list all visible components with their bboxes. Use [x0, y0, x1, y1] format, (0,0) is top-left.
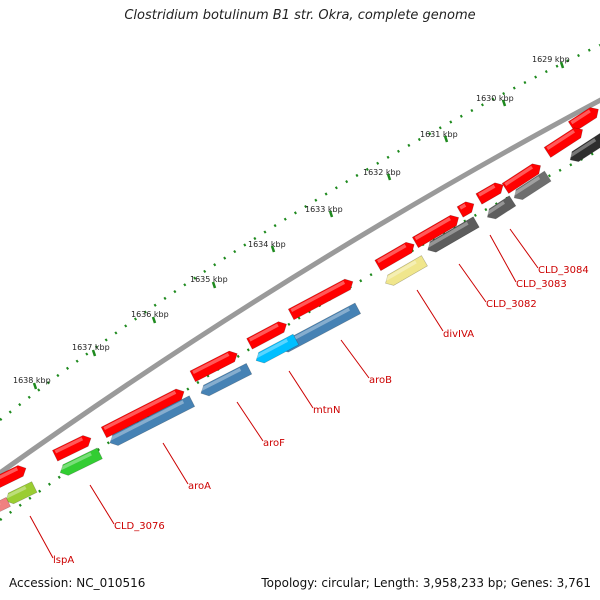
label-leader-line	[509, 228, 539, 269]
scale-ticks: 1629 kbp 1630 kbp 1631 kbp 1632 kbp 1633 kbp…	[0, 43, 600, 522]
reverse-feature	[255, 333, 300, 364]
reverse-feature	[569, 132, 600, 162]
label-leader-line	[340, 339, 370, 379]
label-leader-line	[29, 515, 54, 559]
reverse-feature	[513, 170, 552, 200]
gene-label: CLD_3082	[486, 299, 537, 310]
forward-feature	[456, 201, 475, 218]
label-leader-line	[288, 370, 314, 409]
reverse-feature	[200, 362, 253, 397]
scale-tick-label: 1632 kbp	[363, 168, 401, 177]
forward-feature	[501, 163, 541, 194]
forward-feature	[189, 350, 238, 383]
gene-label: aroB	[369, 375, 392, 386]
scale-tick-label: 1631 kbp	[420, 130, 458, 139]
forward-feature	[411, 214, 460, 249]
map-title: Clostridium botulinum B1 str. Okra, comp…	[124, 8, 476, 23]
forward-feature	[543, 127, 583, 158]
scale-tick-label: 1629 kbp	[532, 55, 570, 64]
forward-feature	[475, 182, 504, 205]
reverse-strand-features	[0, 132, 600, 513]
scale-tick-label: 1638 kbp	[13, 376, 51, 385]
scale-tick-label: 1635 kbp	[190, 275, 228, 284]
topology-summary: Topology: circular; Length: 3,958,233 bp…	[261, 576, 591, 590]
forward-feature	[287, 278, 354, 321]
scale-tick-label: 1634 kbp	[248, 240, 286, 249]
label-leader-line	[236, 401, 264, 442]
genome-backbone	[0, 97, 600, 476]
forward-feature	[100, 388, 185, 439]
gene-label: CLD_3084	[538, 265, 589, 276]
gene-label: mtnN	[313, 405, 340, 416]
label-leader-line	[489, 234, 517, 283]
reverse-feature	[486, 195, 517, 220]
accession-label: Accession: NC_010516	[9, 576, 146, 590]
gene-label: divIVA	[443, 329, 474, 340]
label-leader-line	[89, 484, 115, 525]
forward-feature	[51, 435, 92, 462]
forward-strand-features	[0, 107, 599, 492]
reverse-feature	[109, 395, 196, 446]
label-leader-line	[416, 289, 444, 332]
scale-tick-label: 1637 kbp	[72, 343, 110, 352]
reverse-feature	[426, 216, 480, 253]
scale-tick-label: 1633 kbp	[305, 205, 343, 214]
forward-feature	[0, 465, 27, 492]
label-leader-line	[458, 263, 487, 303]
scale-tick-label: 1636 kbp	[131, 310, 169, 319]
scale-tick-label: 1630 kbp	[476, 94, 514, 103]
reverse-feature	[384, 255, 428, 286]
gene-label: aroA	[188, 481, 211, 492]
reverse-feature	[0, 497, 11, 513]
forward-feature	[246, 321, 287, 350]
forward-feature	[374, 241, 415, 272]
reverse-feature	[59, 447, 103, 476]
gene-label: aroF	[263, 438, 285, 449]
label-leader-line	[162, 442, 189, 485]
gene-label: CLD_3076	[114, 521, 165, 532]
gene-label: lspA	[53, 555, 74, 566]
gene-label: CLD_3083	[516, 279, 567, 290]
gene-labels: CLD_3084 CLD_3083 CLD_3082 divIVA aroB mtnN ar…	[29, 228, 589, 566]
